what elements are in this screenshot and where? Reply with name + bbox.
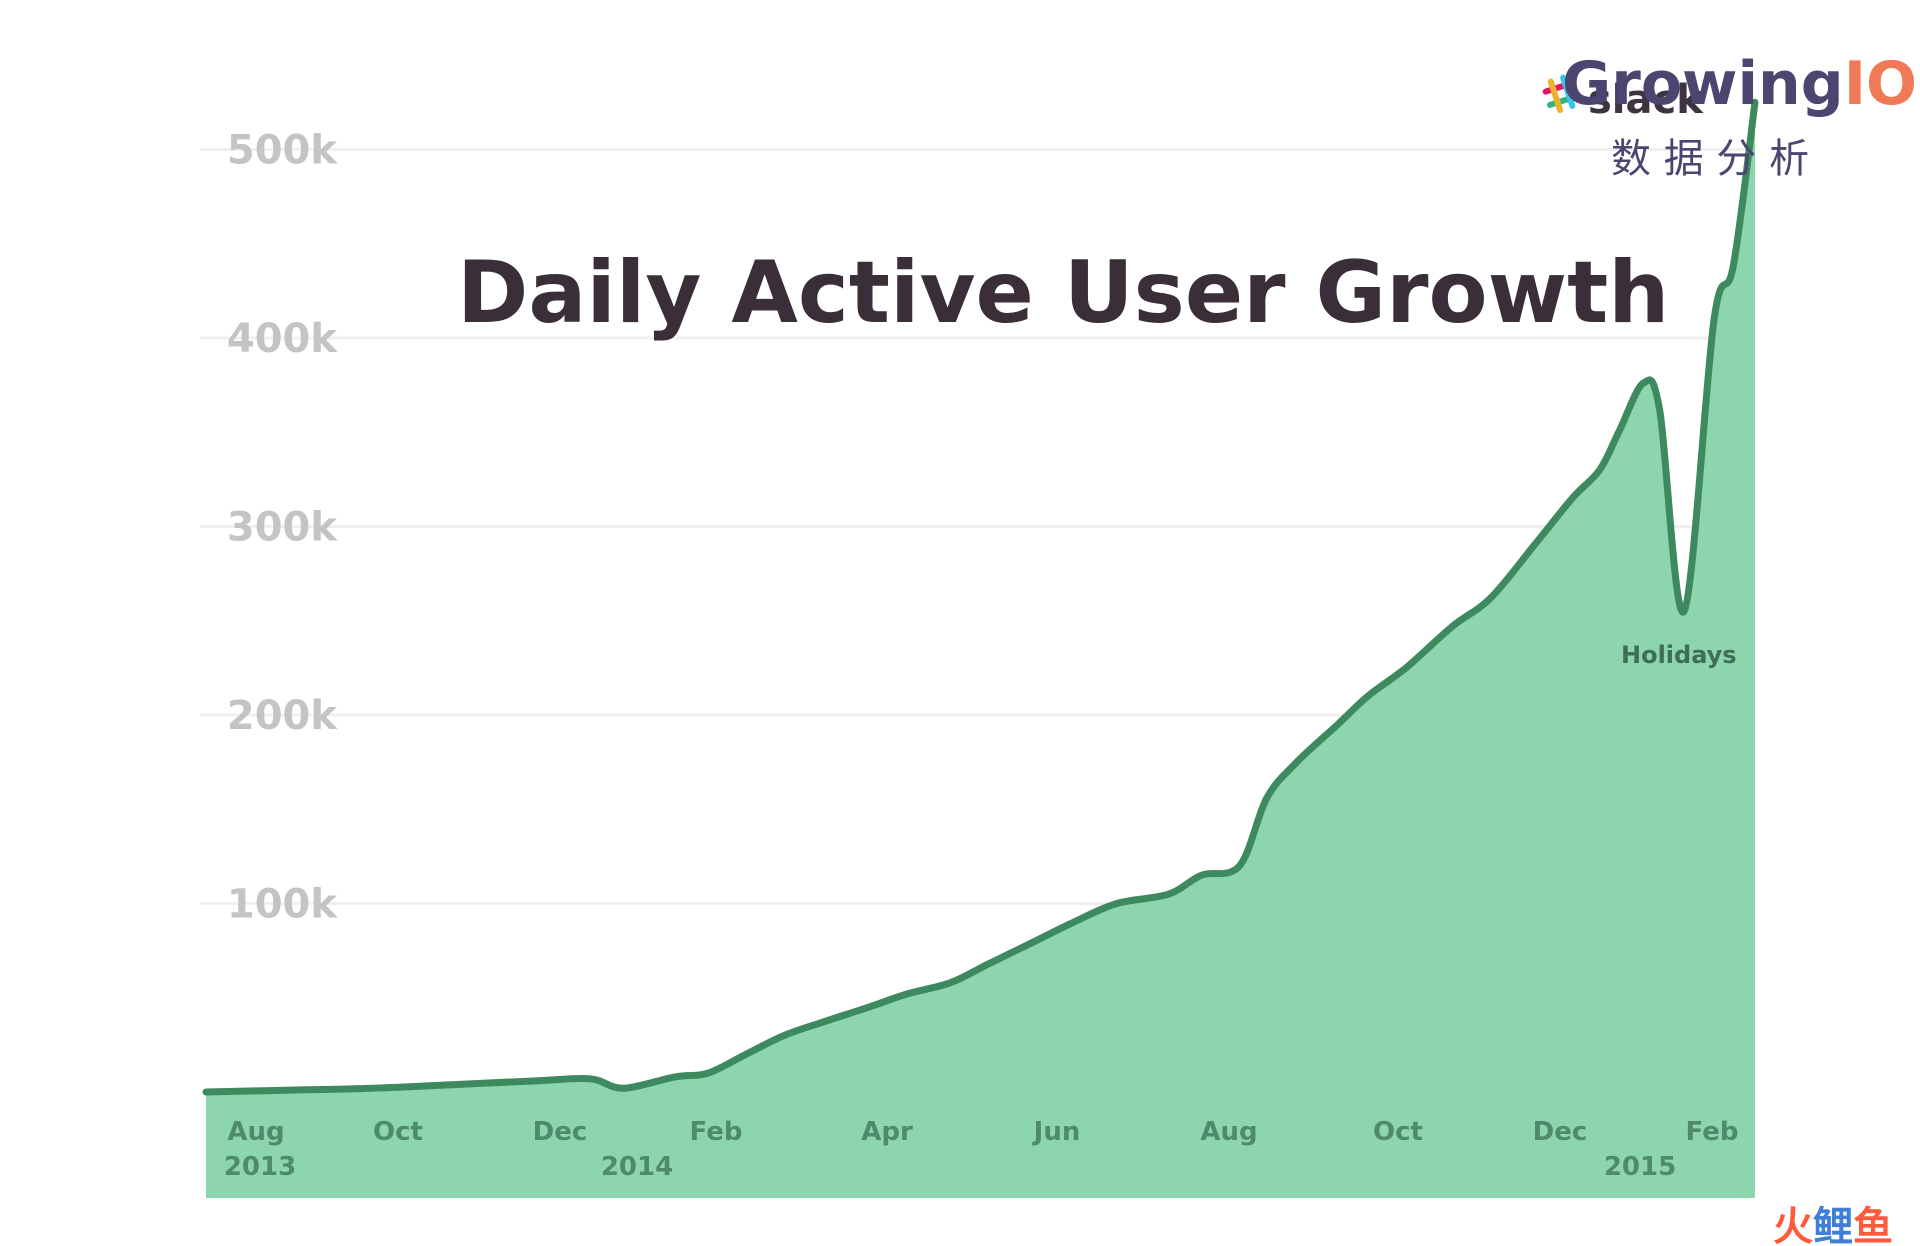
growingio-io: IO — [1844, 49, 1917, 119]
x-tick-month: Apr — [861, 1117, 913, 1147]
corner-watermark-3: 鱼 — [1853, 1204, 1893, 1246]
slack-wordmark: slack — [1588, 77, 1704, 123]
y-tick-label: 300k — [227, 505, 338, 551]
y-tick-label: 400k — [227, 316, 338, 362]
x-tick-month: Feb — [690, 1117, 743, 1147]
y-tick-label: 200k — [227, 693, 338, 739]
x-tick-year: 2014 — [601, 1152, 673, 1182]
growingio-subtitle: 数 据 分 析 — [1611, 136, 1809, 182]
slack-logo — [1542, 74, 1580, 114]
y-tick-label: 100k — [227, 882, 338, 928]
x-tick-month: Oct — [373, 1117, 423, 1147]
x-tick-month: Dec — [1533, 1117, 1588, 1147]
corner-watermark-1: 火 — [1773, 1204, 1813, 1246]
x-axis-ticks: Aug 2013 Oct Dec Feb 2014 Apr Jun Aug Oct Dec Feb 20… — [224, 1117, 1739, 1182]
x-tick-month: Oct — [1373, 1117, 1423, 1147]
area-fill — [206, 102, 1755, 1198]
x-tick-year: 2013 — [224, 1152, 296, 1182]
corner-watermark-2: 鲤 — [1813, 1204, 1853, 1246]
chart-title: Daily Active User Growth — [457, 243, 1669, 343]
y-tick-label: 500k — [227, 128, 338, 174]
x-tick-month: Aug — [1200, 1117, 1257, 1147]
holidays-annotation: Holidays — [1621, 641, 1737, 669]
growingio-growing: Growing — [1562, 49, 1844, 119]
corner-watermark: 火鲤鱼 — [1773, 1204, 1893, 1246]
growingio-logo: GrowingIO — [1562, 49, 1917, 119]
series-line — [202, 98, 1759, 1096]
y-axis-ticks: 500k 400k 300k 200k 100k — [227, 128, 338, 928]
x-tick-month: Feb — [1686, 1117, 1739, 1147]
x-tick-year: 2015 — [1604, 1152, 1676, 1182]
x-tick-month: Dec — [533, 1117, 588, 1147]
x-tick-month: Aug — [227, 1117, 284, 1147]
area-layer — [202, 98, 1759, 1198]
x-tick-month: Jun — [1032, 1117, 1081, 1147]
